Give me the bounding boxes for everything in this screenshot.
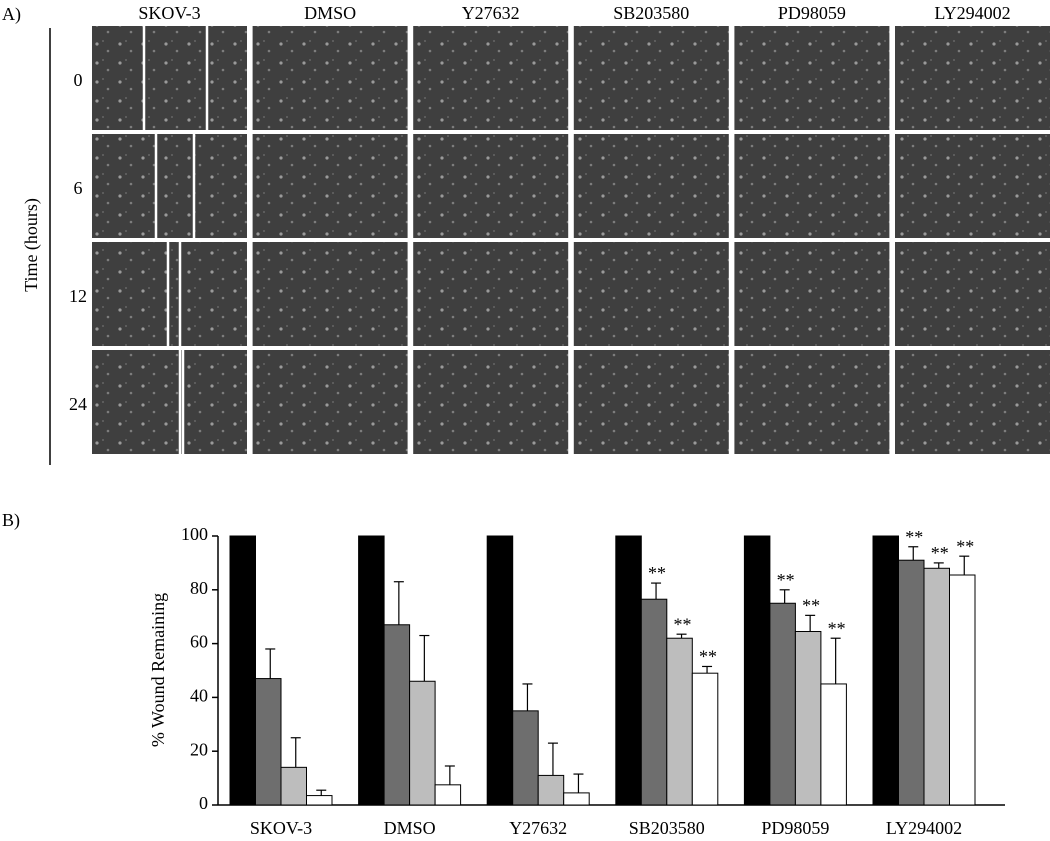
micrograph <box>92 350 247 454</box>
significance: ** <box>648 563 666 583</box>
micrograph <box>734 242 890 346</box>
significance: ** <box>956 536 974 556</box>
bar <box>923 567 950 806</box>
micrograph <box>92 134 247 238</box>
bar <box>872 535 899 806</box>
significance: ** <box>674 614 692 634</box>
micrograph <box>252 242 408 346</box>
bar <box>358 535 385 806</box>
significance: ** <box>905 527 923 547</box>
micrograph <box>413 350 569 454</box>
bar <box>769 602 796 806</box>
y-tick-label: 80 <box>190 578 208 598</box>
bar <box>794 630 822 806</box>
row-label: 24 <box>69 394 87 414</box>
y-tick-label: 20 <box>190 739 208 759</box>
column-header: SB203580 <box>613 3 689 23</box>
micrograph <box>252 26 408 130</box>
micrograph <box>413 26 569 130</box>
micrograph <box>92 242 247 346</box>
micrograph <box>895 242 1050 346</box>
bar <box>563 792 590 806</box>
significance: ** <box>802 595 820 615</box>
bar <box>434 784 462 806</box>
x-tick-label: Y27632 <box>509 818 567 838</box>
panel-label: B) <box>2 510 20 531</box>
bar <box>949 574 976 806</box>
micrographs: SKOV-3 DMSO Y27632 SB203580 PD98059 LY294002 0… <box>69 3 1050 454</box>
x-tick-label: DMSO <box>384 818 436 838</box>
x-tick-label: PD98059 <box>761 818 829 838</box>
micrograph <box>573 350 729 454</box>
micrograph <box>413 134 569 238</box>
micrograph <box>573 26 729 130</box>
bar <box>409 680 436 806</box>
micrograph <box>573 242 729 346</box>
bar <box>255 678 282 806</box>
x-tick-label: SB203580 <box>629 818 705 838</box>
row-label: 6 <box>74 178 83 198</box>
bar <box>640 598 668 806</box>
micrograph <box>895 26 1050 130</box>
bar <box>512 710 539 806</box>
micrograph <box>895 350 1050 454</box>
bar <box>383 624 411 806</box>
column-header: SKOV-3 <box>138 3 200 23</box>
bar <box>820 683 847 806</box>
y-axis-label: % Wound Remaining <box>148 593 168 747</box>
micrograph <box>573 134 729 238</box>
column-header: Y27632 <box>462 3 520 23</box>
micrograph <box>252 350 408 454</box>
y-tick-label: 100 <box>181 524 208 544</box>
micrograph <box>895 134 1050 238</box>
y-tick-label: 60 <box>190 632 208 652</box>
row-label: 12 <box>69 286 87 306</box>
significance: ** <box>777 570 795 590</box>
micrograph <box>252 134 408 238</box>
x-tick-label: SKOV-3 <box>250 818 312 838</box>
bar <box>486 535 514 806</box>
axis-label: Time (hours) <box>21 198 42 292</box>
significance: ** <box>828 618 846 638</box>
x-tick-label: LY294002 <box>886 818 962 838</box>
y-tick-label: 0 <box>199 793 208 813</box>
micrograph <box>413 242 569 346</box>
bar <box>898 559 925 806</box>
row-label: 0 <box>74 70 83 90</box>
bar <box>280 766 307 806</box>
bar <box>229 535 256 806</box>
column-header: LY294002 <box>934 3 1010 23</box>
bar <box>306 795 333 806</box>
significance: ** <box>931 543 949 563</box>
bar-chart: 0 20 40 60 80 100 SKOV-3 DMSO Y27632 SB203580 ** **… <box>181 524 1005 838</box>
bar <box>691 672 719 806</box>
bar <box>743 535 771 806</box>
column-header: DMSO <box>304 3 356 23</box>
y-tick-label: 40 <box>190 686 208 706</box>
micrograph <box>734 134 890 238</box>
panel-label: A) <box>2 4 21 25</box>
bar <box>615 535 642 806</box>
column-header: PD98059 <box>778 3 846 23</box>
micrograph <box>734 26 890 130</box>
significance: ** <box>699 647 717 667</box>
micrograph <box>92 26 247 130</box>
bar <box>666 637 693 806</box>
bar <box>537 774 565 806</box>
micrograph <box>734 350 890 454</box>
